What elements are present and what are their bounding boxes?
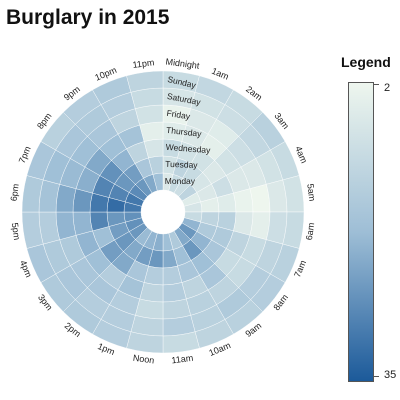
chart-title: Burglary in 2015 <box>6 6 170 29</box>
day-label: Thursday <box>166 125 203 139</box>
heatmap-cell <box>233 188 254 213</box>
day-label: Monday <box>165 176 196 186</box>
legend-max-label: 35 <box>384 369 397 381</box>
heatmap-cell <box>162 282 187 303</box>
hour-label: 5am <box>305 183 317 202</box>
heatmap-cell <box>55 211 77 240</box>
day-label: Tuesday <box>165 159 198 170</box>
legend-color-bar <box>348 82 374 382</box>
heatmap-cell <box>162 298 191 320</box>
hour-label: 6am <box>304 222 316 241</box>
legend-tick-min <box>374 84 379 85</box>
day-label: Friday <box>166 108 192 122</box>
hour-label: 6pm <box>9 183 21 202</box>
hour-label: 5pm <box>10 222 22 241</box>
heatmap-cell <box>135 104 164 126</box>
hour-label: 11pm <box>132 57 155 70</box>
legend-title: Legend <box>341 54 391 70</box>
heatmap-cell <box>135 298 164 320</box>
hour-label: 4am <box>293 145 309 165</box>
day-label: Wednesday <box>165 142 211 155</box>
hour-label: 11am <box>171 353 194 366</box>
day-labels: MondayTuesdayWednesdayThursdayFridaySatu… <box>165 74 212 186</box>
heatmap-cells <box>21 70 305 354</box>
heatmap-cell <box>72 211 93 236</box>
heatmap-cell <box>249 211 271 240</box>
heatmap-cell <box>55 184 77 213</box>
heatmap-cell <box>126 70 164 93</box>
legend-tick-max <box>374 376 379 377</box>
heatmap-cell <box>139 121 164 142</box>
hour-label: Midnight <box>165 56 201 70</box>
hour-label: 7pm <box>17 145 33 165</box>
legend-min-label: 2 <box>384 82 391 94</box>
hour-label: 1am <box>210 66 230 82</box>
hour-label: Noon <box>132 353 155 366</box>
heatmap-cell <box>249 184 271 213</box>
